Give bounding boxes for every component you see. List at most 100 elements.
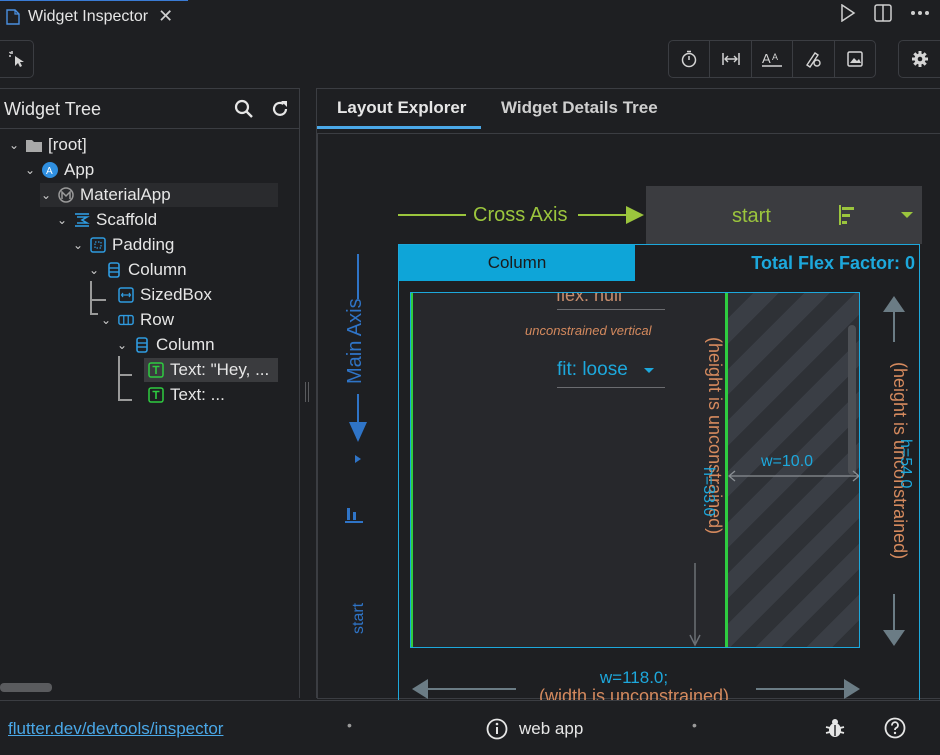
svg-text:A: A [46,166,53,177]
slow-animations-button[interactable] [669,41,711,77]
details-tabs: Layout Explorer Widget Details Tree [317,89,940,129]
tree-node-label: MaterialApp [80,185,171,204]
column-label[interactable]: Column [399,245,635,281]
tree-guide [118,356,132,376]
help-icon[interactable] [884,717,906,739]
tab-widget-inspector[interactable]: Widget Inspector ✕ [0,0,188,32]
tree-node-materialapp[interactable]: ⌄ MaterialApp [40,183,278,207]
height-value: h=33.0 [700,467,717,517]
separator-dot: • [347,717,352,733]
total-flex-factor: Total Flex Factor: 0 [751,253,915,273]
chevron-down-icon[interactable]: ⌄ [88,263,100,277]
materialapp-icon [58,187,74,203]
chevron-down-icon [644,368,654,373]
tab-layout-explorer[interactable]: Layout Explorer [337,98,467,117]
pen-icon [806,52,822,68]
chevron-down-icon[interactable]: ⌄ [8,138,20,152]
bug-icon[interactable] [824,717,846,739]
cross-axis-arrow [398,206,644,224]
tree-node-column[interactable]: ⌄ Column [88,258,288,282]
tab-widget-details-tree[interactable]: Widget Details Tree [501,98,658,117]
tree-node-row[interactable]: ⌄ Row [100,308,280,332]
main-axis-value[interactable]: start [350,602,367,634]
horizontal-scrollbar[interactable] [0,683,52,692]
tree-node-root[interactable]: ⌄ [root] [8,133,268,157]
tree-node-scaffold[interactable]: ⌄ Scaffold [56,208,256,232]
status-bar: flutter.dev/devtools/inspector • web app… [0,700,940,755]
align-start-vertical-icon [345,508,363,523]
fit-dropdown[interactable]: fit: loose [557,359,628,380]
chevron-down-icon[interactable]: ⌄ [56,213,68,227]
settings-button[interactable] [898,40,940,78]
panel-splitter[interactable] [305,382,309,402]
text-icon [148,387,164,403]
chevron-down-icon[interactable]: ⌄ [40,188,52,202]
scaffold-icon [74,212,90,228]
tree-node-label: Text: "Hey, ... [170,360,270,379]
oversized-images-button[interactable] [835,41,875,77]
outer-width-arrow [412,679,860,699]
outer-height-label: (height is unconstrained) h=54.0 [878,362,918,602]
chevron-down-icon[interactable]: ⌄ [116,338,128,352]
split-editor-icon[interactable] [874,4,892,22]
cross-axis-label: Cross Axis [473,204,568,226]
run-icon[interactable] [840,4,856,22]
tree-node-app[interactable]: ⌄ A App [24,158,264,182]
active-tab-indicator [317,126,481,129]
widget-tree-title: Widget Tree [4,99,102,119]
tree-node-label: SizedBox [140,285,212,304]
tree-node-padding[interactable]: ⌄ Padding [72,233,272,257]
main-axis-label: Main Axis [344,298,366,384]
chevron-down-icon [901,212,913,218]
close-icon[interactable]: ✕ [158,6,174,26]
gear-icon [911,51,928,67]
tree-node-text[interactable]: Text: ... [144,383,278,407]
refresh-icon[interactable] [270,99,290,119]
height-arrow [689,563,701,647]
unconstrained-vertical-note: unconstrained vertical [525,323,652,338]
vertical-scrollbar[interactable] [848,325,856,475]
title-bar: Widget Inspector ✕ [0,0,940,32]
info-icon[interactable] [486,718,508,740]
chevron-down-icon[interactable]: ⌄ [100,313,112,327]
chevron-down-icon[interactable]: ⌄ [72,238,84,252]
tree-node-text-hey[interactable]: Text: "Hey, ... [144,358,278,382]
search-icon[interactable] [234,99,254,119]
tree-node-column-inner[interactable]: ⌄ Column [116,333,296,357]
tree-guide [90,281,106,301]
select-widget-button[interactable] [0,40,34,78]
tree-node-label: Row [140,310,175,329]
width-small-label: w=10.0 [761,453,814,470]
fit-underline [557,387,665,388]
chevron-down-icon[interactable]: ⌄ [24,163,36,177]
widget-tree-header: Widget Tree [0,89,300,129]
tab-label: Widget Inspector [28,7,149,25]
chevron-right-icon[interactable] [354,454,362,464]
child-edge [411,293,413,647]
child-boundary [725,293,728,647]
devtools-link[interactable]: flutter.dev/devtools/inspector [8,719,224,738]
cross-axis-dropdown[interactable]: start [646,186,922,244]
tree-guide [118,376,132,401]
repaint-button[interactable] [793,41,835,77]
tree-guide [90,301,98,315]
layout-explorer: Cross Axis start Main Axis start [317,133,940,722]
flex-value[interactable]: flex: null [556,292,623,305]
details-panel: Layout Explorer Widget Details Tree Cros… [316,88,940,722]
app-icon: A [42,162,58,178]
folder-icon [26,137,42,153]
tree-node-label: Padding [112,235,175,254]
tree-node-sizedbox[interactable]: SizedBox [118,283,298,307]
guidelines-button[interactable] [710,41,752,77]
outer-width-value: w=118.0; [599,668,669,687]
flex-underline [557,309,665,310]
free-space-hatch [728,293,859,647]
svg-text:A: A [772,52,778,62]
more-icon[interactable] [910,10,930,16]
align-start-icon [839,205,854,225]
child-box[interactable]: flex: null unconstrained vertical fit: l… [410,292,860,648]
